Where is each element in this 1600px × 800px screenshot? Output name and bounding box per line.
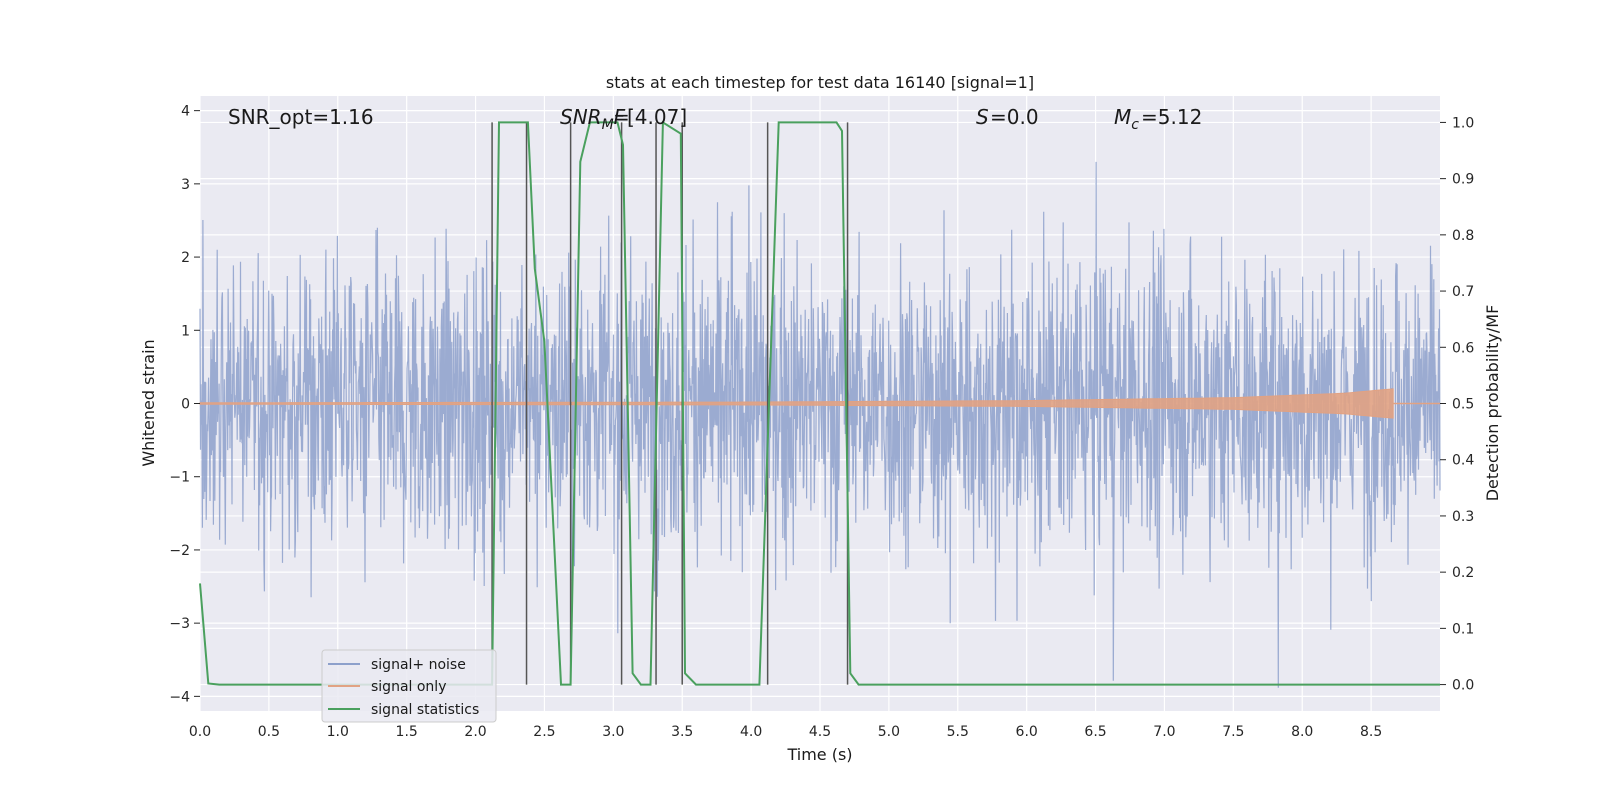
annotation-mc-value: =5.12 [1141,105,1202,129]
y-right-tick-label: 0.3 [1452,509,1474,525]
y-tick-label: 2 [181,250,190,266]
annotation-snr-mf: SNRMF [4.07] [560,105,687,133]
annotation-snr-mf-value: [4.07] [627,105,687,129]
x-tick-label: 6.0 [1016,724,1038,740]
chart-title: stats at each timestep for test data 161… [606,73,1034,92]
y-tick-label: 0 [181,397,190,413]
y-right-tick-label: 0.9 [1452,172,1474,188]
x-tick-label: 0.0 [189,724,211,740]
x-tick-label: 6.5 [1084,724,1106,740]
x-tick-label: 3.5 [671,724,693,740]
statistics-line [199,120,1440,686]
svg-text:SNRMF: SNRMF [560,105,626,133]
x-tick-label: 4.0 [740,724,762,740]
y-right-tick-label: 0.6 [1452,340,1474,356]
x-tick-label: 7.5 [1222,724,1244,740]
annotation-s: S =0.0 [976,105,1039,129]
svg-text:S: S [976,105,989,129]
y-tick-label: 4 [181,104,190,120]
legend-label-stats: signal statistics [371,702,479,718]
x-tick-label: 8.5 [1360,724,1382,740]
y-right-tick-label: 0.0 [1452,678,1474,694]
annotation-s-value: =0.0 [990,105,1039,129]
y-tick-label: −3 [169,616,190,632]
x-tick-label: 7.0 [1153,724,1175,740]
y-axis-label-right: Detection probability/MF [1483,305,1502,502]
y-right-tick-label: 0.2 [1452,565,1474,581]
legend-label-noise: signal+ noise [371,657,466,673]
legend: signal+ noise signal only signal statist… [321,649,497,723]
y-tick-label: 1 [181,323,190,339]
x-tick-label: 1.0 [327,724,349,740]
y-tick-label: −1 [169,470,190,486]
y-tick-label: −2 [169,543,190,559]
y-right-tick-label: 0.7 [1452,284,1474,300]
x-tick-label: 0.5 [258,724,280,740]
plot-series [199,161,1441,688]
signal-only-line [199,388,1394,419]
x-tick-label: 5.0 [878,724,900,740]
x-tick-label: 2.0 [464,724,486,740]
x-tick-label: 8.0 [1291,724,1313,740]
x-axis-label: Time (s) [786,745,852,764]
legend-box [321,649,497,723]
legend-label-signal: signal only [371,679,446,695]
signal-statistics-line [199,120,1440,686]
y-ticks-left: 4 3 2 1 0 −1 −2 −3 −4 [169,104,200,705]
x-tick-label: 3.0 [602,724,624,740]
y-ticks-right: 1.0 0.9 0.8 0.7 0.6 0.5 0.4 0.3 0.2 0.1 0.0 [1440,115,1474,694]
x-tick-label: 5.5 [947,724,969,740]
y-right-tick-label: 0.1 [1452,621,1474,637]
x-tick-label: 1.5 [396,724,418,740]
y-tick-label: −4 [169,689,190,705]
y-right-tick-label: 0.5 [1452,397,1474,413]
annotation-snr-opt: SNR_opt=1.16 [228,105,374,129]
annotation-mc: Mc =5.12 [1114,105,1202,133]
y-right-tick-label: 0.4 [1452,453,1474,469]
y-right-tick-label: 1.0 [1452,115,1474,131]
x-tick-label: 4.5 [809,724,831,740]
y-axis-label: Whitened strain [139,339,158,466]
y-tick-label: 3 [181,177,190,193]
y-right-tick-label: 0.8 [1452,228,1474,244]
x-tick-label: 2.5 [533,724,555,740]
annotation-snr-mf-equals: = [613,105,630,129]
x-ticks: 0.0 0.5 1.0 1.5 2.0 2.5 3.0 3.5 4.0 4.5 5.0 5.5 6.0 6… [189,724,1382,740]
